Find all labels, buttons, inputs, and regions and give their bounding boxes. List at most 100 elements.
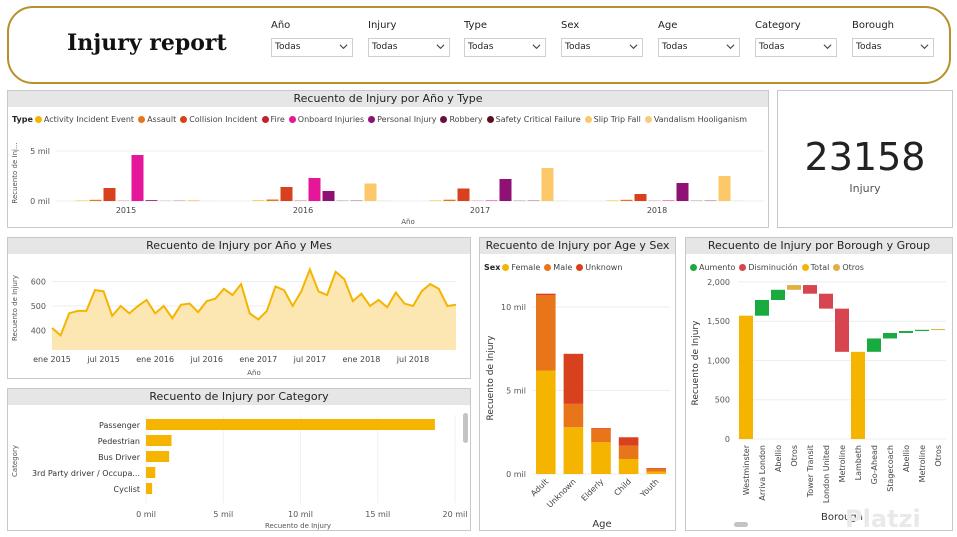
x-tick-label: Unknown bbox=[545, 477, 578, 510]
filter-label: Age bbox=[658, 20, 678, 31]
legend-item[interactable]: Disminución bbox=[739, 263, 798, 272]
chevron-down-icon bbox=[629, 44, 638, 50]
x-tick-label: Adult bbox=[529, 477, 550, 498]
watermark-logo: Platzi bbox=[845, 505, 921, 533]
kpi-label: Injury bbox=[849, 182, 881, 195]
waterfall-bar bbox=[739, 315, 753, 439]
y-tick-label: 10 mil bbox=[501, 303, 526, 312]
series-line bbox=[51, 266, 457, 338]
waterfall-bar bbox=[915, 329, 929, 332]
legend-label: Vandalism Hooliganism bbox=[653, 115, 748, 124]
legend-item[interactable]: Fire bbox=[261, 115, 285, 124]
y-tick-label: 500 bbox=[31, 302, 46, 311]
legend-item[interactable]: Unknown bbox=[576, 263, 622, 272]
filter-value: Todas bbox=[565, 42, 591, 52]
y-tick-label: 500 bbox=[715, 396, 730, 405]
bar-segment bbox=[536, 295, 556, 371]
legend-item[interactable]: Assault bbox=[138, 115, 176, 124]
legend-item[interactable]: Female bbox=[502, 263, 540, 272]
filter-dropdown[interactable]: Todas bbox=[368, 38, 450, 57]
legend-item[interactable]: Collision Incident bbox=[180, 115, 258, 124]
x-tick-label: 10 mil bbox=[288, 510, 313, 519]
scrollbar-thumb[interactable] bbox=[734, 522, 748, 527]
x-tick-label: Abellio bbox=[902, 445, 911, 472]
chevron-down-icon bbox=[339, 44, 348, 50]
x-tick-label: London United bbox=[822, 445, 831, 503]
legend-item[interactable]: Male bbox=[544, 263, 572, 272]
legend-item[interactable]: Slip Trip Fall bbox=[584, 115, 641, 124]
filter-dropdown[interactable]: Todas bbox=[852, 38, 934, 57]
legend-swatch bbox=[833, 264, 841, 271]
legend-item[interactable]: Robbery bbox=[440, 115, 483, 124]
filter-dropdown[interactable]: Todas bbox=[658, 38, 740, 57]
waterfall-bar bbox=[787, 285, 801, 290]
bar-segment bbox=[591, 442, 611, 474]
panel-injury-by-borough: Recuento de Injury por Borough y Group A… bbox=[685, 237, 953, 531]
bar bbox=[662, 200, 675, 201]
filter-injury: Injury Todas bbox=[368, 20, 450, 57]
legend-item[interactable]: Aumento bbox=[690, 263, 735, 272]
chart-category: 0 mil 5 mil 10 mil 15 mil 20 mil Passenger Ped… bbox=[11, 415, 467, 530]
filter-dropdown[interactable]: Todas bbox=[271, 38, 353, 57]
legend-swatch bbox=[368, 116, 376, 123]
bar bbox=[280, 187, 293, 201]
kpi-card: 23158 Injury bbox=[777, 90, 953, 228]
legend-item[interactable]: Otros bbox=[833, 263, 864, 272]
bar-segment bbox=[563, 427, 584, 474]
y-axis-label: Recuento de Inj... bbox=[11, 142, 19, 203]
waterfall-bar bbox=[899, 331, 913, 333]
legend-swatch bbox=[584, 116, 592, 123]
bar bbox=[364, 183, 377, 201]
filter-value: Todas bbox=[275, 42, 301, 52]
chart-month: 400 500 600 ene 2015 jul 2015 ene 2016 jul 201… bbox=[11, 266, 457, 377]
chart-legend: Sex Female Male Unknown bbox=[484, 263, 626, 272]
x-tick-label: Westminster bbox=[742, 444, 751, 495]
legend-label: Personal Injury bbox=[377, 115, 437, 124]
filter-sex: Sex Todas bbox=[561, 20, 643, 57]
bar bbox=[499, 179, 512, 201]
category-label: 3rd Party driver / Occupa... bbox=[32, 469, 140, 478]
waterfall-bar bbox=[755, 299, 769, 316]
panel-injury-by-age-sex: Recuento de Injury por Age y Sex Sex Fema… bbox=[479, 237, 676, 531]
bar bbox=[146, 419, 435, 430]
category-label: Bus Driver bbox=[98, 453, 141, 462]
x-tick-label: jul 2018 bbox=[396, 355, 429, 364]
bar bbox=[676, 183, 689, 201]
legend-swatch bbox=[138, 116, 146, 123]
bar bbox=[89, 199, 102, 201]
legend-item[interactable]: Total bbox=[801, 263, 829, 272]
x-tick-label: 2017 bbox=[470, 206, 490, 215]
scrollbar-thumb[interactable] bbox=[463, 413, 468, 443]
filter-label: Borough bbox=[852, 20, 895, 31]
bar bbox=[145, 200, 158, 201]
y-tick-label: 5 mil bbox=[30, 147, 50, 156]
legend-item[interactable]: Personal Injury bbox=[368, 115, 436, 124]
filter-año: Año Todas bbox=[271, 20, 353, 57]
legend-label: Aumento bbox=[699, 263, 736, 272]
x-tick-label: Go-Ahead bbox=[870, 445, 879, 484]
legend-label: Collision Incident bbox=[189, 115, 258, 124]
legend-item[interactable]: Activity Incident Event bbox=[34, 115, 134, 124]
filter-dropdown[interactable]: Todas bbox=[755, 38, 837, 57]
bar bbox=[541, 168, 554, 201]
x-tick-label: Abellio bbox=[774, 445, 783, 472]
bar-segment bbox=[646, 468, 666, 472]
bar-segment bbox=[536, 370, 556, 474]
legend-item[interactable]: Onboard Injuries bbox=[288, 115, 364, 124]
legend-item[interactable]: Vandalism Hooliganism bbox=[644, 115, 748, 124]
waterfall-bar bbox=[771, 289, 785, 300]
bar bbox=[634, 194, 647, 201]
x-tick-label: Metroline bbox=[918, 445, 927, 482]
y-tick-label: 5 mil bbox=[506, 387, 526, 396]
chart-title: Recuento de Injury por Age y Sex bbox=[480, 238, 675, 254]
legend-item[interactable]: Safety Critical Failure bbox=[486, 115, 581, 124]
legend-swatch bbox=[261, 116, 269, 123]
filter-label: Type bbox=[464, 20, 487, 31]
category-label: Passenger bbox=[99, 421, 141, 430]
filter-dropdown[interactable]: Todas bbox=[561, 38, 643, 57]
legend-label: Fire bbox=[270, 115, 285, 124]
filter-category: Category Todas bbox=[755, 20, 837, 57]
waterfall-bar bbox=[931, 329, 945, 331]
bar bbox=[103, 188, 116, 201]
filter-dropdown[interactable]: Todas bbox=[464, 38, 546, 57]
